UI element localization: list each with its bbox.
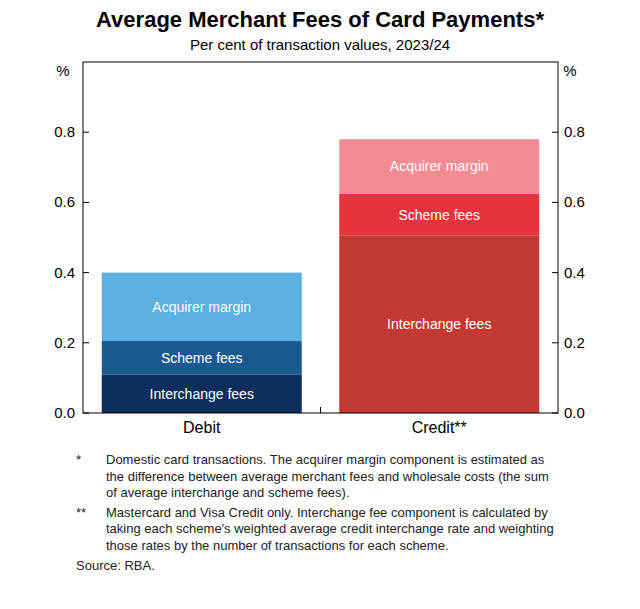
- y-unit-right: %: [563, 62, 576, 79]
- note-text: Mastercard and Visa Credit only. Interch…: [106, 505, 561, 555]
- y-tick-label-right: 0.0: [564, 404, 585, 421]
- note: *Domestic card transactions. The acquire…: [76, 452, 576, 502]
- source: Source: RBA.: [76, 558, 576, 575]
- y-tick-left: [83, 413, 89, 414]
- y-tick-label-left: 0.4: [54, 264, 75, 281]
- bar-segment: [339, 139, 539, 193]
- y-tick-label-right: 0.4: [564, 264, 585, 281]
- segment-label: Scheme fees: [398, 207, 480, 223]
- x-tick-label: Debit: [183, 419, 221, 436]
- y-unit-left: %: [56, 62, 69, 79]
- y-tick-label-right: 0.6: [564, 193, 585, 210]
- bar-segment: [339, 194, 539, 236]
- segment-labels: Interchange fees Interchange fees Scheme f…: [150, 158, 492, 401]
- bar-segment: [102, 374, 302, 413]
- bar-segment: [102, 273, 302, 341]
- y-tick-label-left: 0.0: [54, 404, 75, 421]
- note-marker: **: [76, 505, 106, 555]
- y-tick-right: [552, 202, 558, 203]
- bar-segment: [339, 236, 539, 413]
- plot-frame: [83, 62, 558, 413]
- bars: [102, 139, 540, 413]
- subtitle: Per cent of transaction values, 2023/24: [190, 36, 450, 53]
- notes: *Domestic card transactions. The acquire…: [76, 452, 576, 575]
- segment-label: Acquirer margin: [152, 299, 251, 315]
- y-tick-label-left: 0.2: [54, 334, 75, 351]
- x-tick: [320, 407, 321, 413]
- y-tick-label-left: 0.8: [54, 123, 75, 140]
- note: **Mastercard and Visa Credit only. Inter…: [76, 505, 576, 555]
- title: Average Merchant Fees of Card Payments*: [96, 7, 544, 32]
- y-tick-label-right: 0.2: [564, 334, 585, 351]
- segment-label: Interchange fees: [387, 316, 491, 332]
- y-tick-left: [83, 202, 89, 203]
- y-tick-left: [83, 272, 89, 273]
- segment-label: Scheme fees: [161, 350, 243, 366]
- y-tick-right: [552, 272, 558, 273]
- segment-label: Acquirer margin: [390, 158, 489, 174]
- segment-label: Interchange fees: [150, 386, 254, 402]
- y-tick-left: [83, 342, 89, 343]
- bar-segment: [102, 341, 302, 374]
- note-text: Domestic card transactions. The acquirer…: [106, 452, 561, 502]
- y-tick-right: [552, 132, 558, 133]
- y-tick-label-left: 0.6: [54, 193, 75, 210]
- note-marker: *: [76, 452, 106, 502]
- y-tick-label-right: 0.8: [564, 123, 585, 140]
- y-tick-right: [552, 342, 558, 343]
- y-tick-right: [552, 413, 558, 414]
- y-tick-left: [83, 132, 89, 133]
- x-tick-label: Credit**: [412, 419, 467, 436]
